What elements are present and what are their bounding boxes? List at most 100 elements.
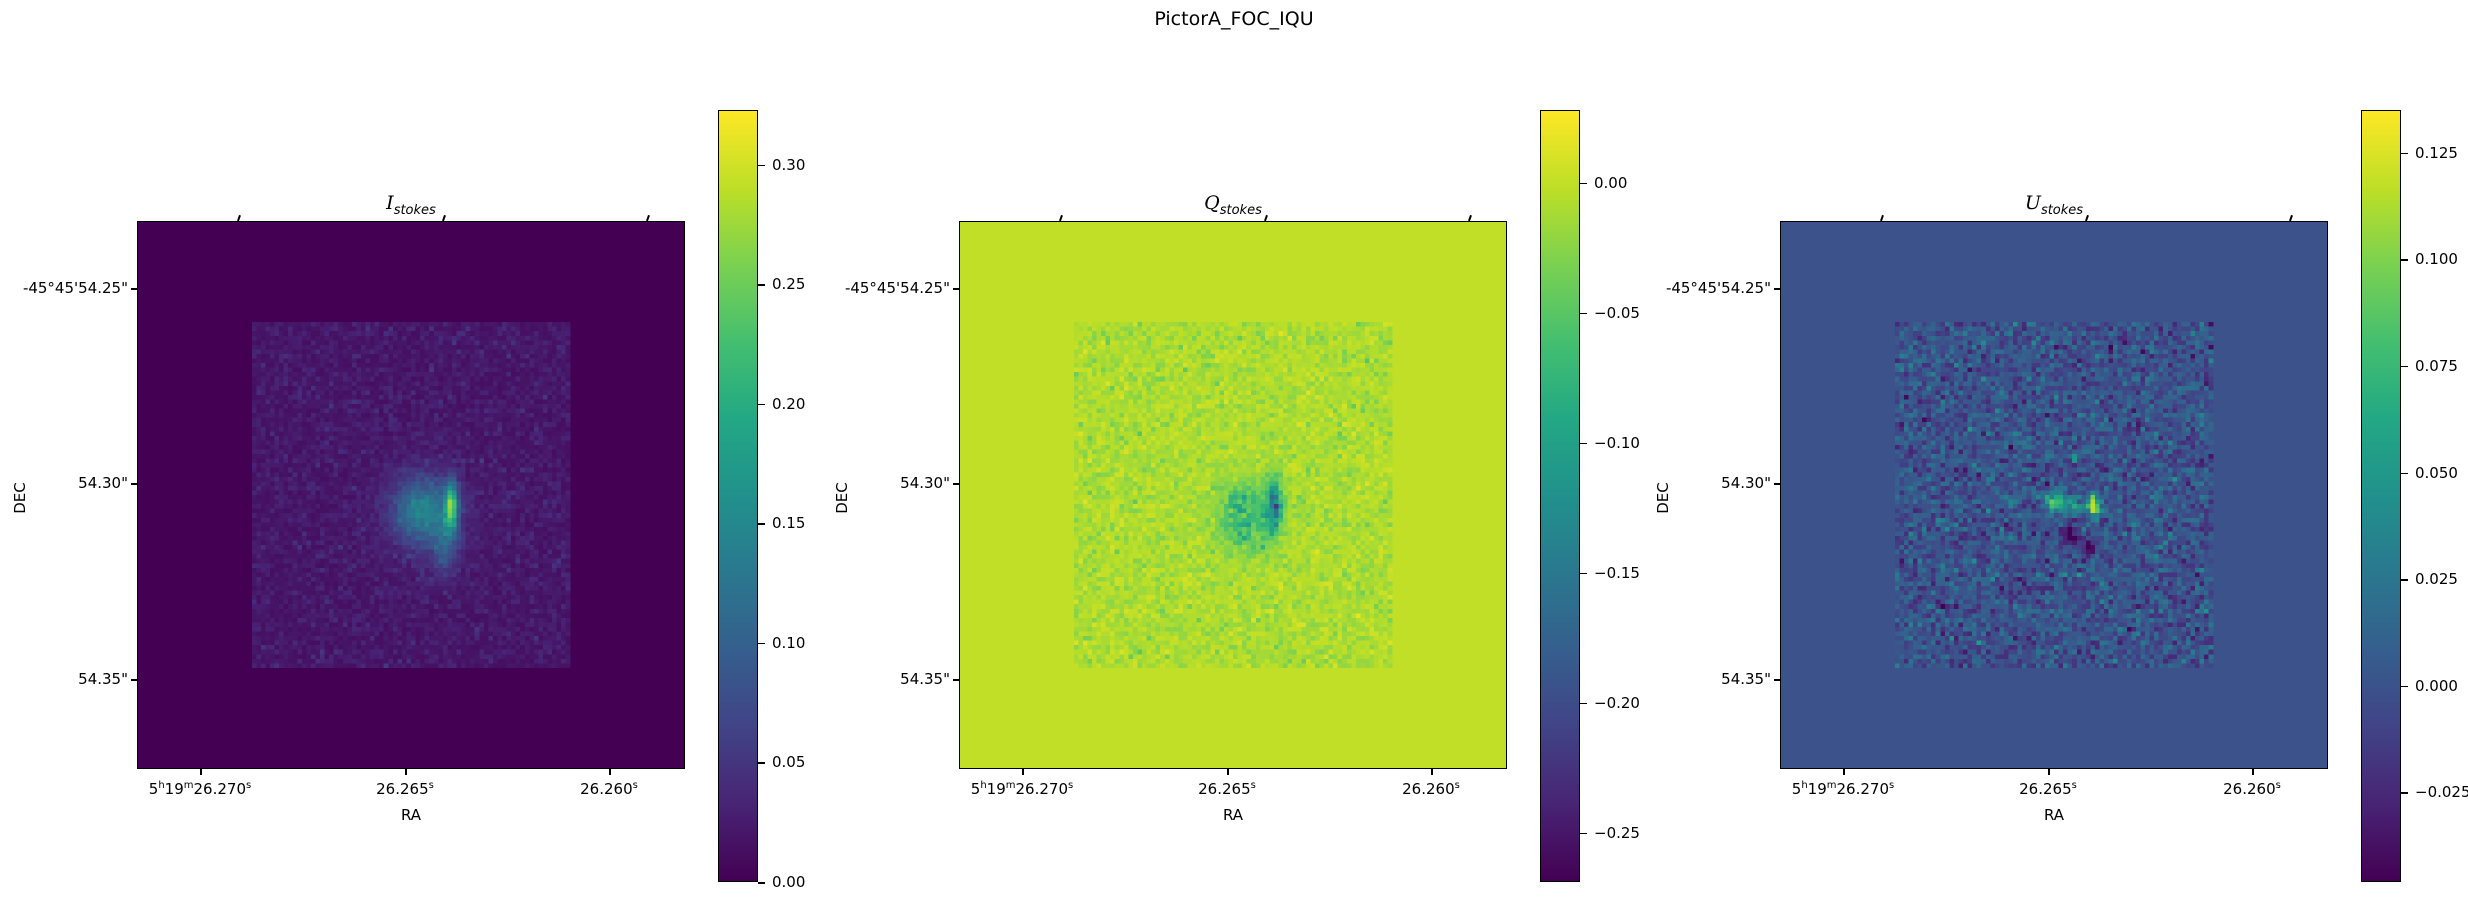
y-tick-label: 54.35" [78,670,128,688]
y-axis-label: DEC [10,482,29,514]
colorbar-tick-mark [1580,832,1587,835]
y-tick-mark [1774,288,1780,290]
x-tick-label: 26.265s [376,780,434,798]
y-tick-label: -45°45'54.25" [844,279,950,297]
colorbar-tick-label: 0.050 [2415,463,2458,482]
colorbar-tick-label: −0.20 [1594,693,1640,712]
x-tick-mark [609,769,611,775]
x-axis-label: RA [2043,806,2065,824]
colorbar-tick-label: −0.10 [1594,433,1640,452]
colorbar-tick-mark [1580,182,1587,185]
colorbar [2361,110,2401,882]
colorbar-tick-label: 0.00 [1594,173,1628,192]
colorbar-tick-mark [758,403,765,406]
y-tick-mark [1774,483,1780,485]
x-tick-label: 26.260s [1402,780,1460,798]
colorbar-tick-label: 0.000 [2415,676,2458,695]
y-tick-label: -45°45'54.25" [22,279,128,297]
panel-u-stokes: Ustokes -45°45'54.25" 54.30" 54.35" 5h19m26.… [1643,0,2468,898]
y-tick-label: -45°45'54.25" [1665,279,1771,297]
colorbar-tick-mark [758,284,765,286]
heatmap-image [138,222,684,768]
title-symbol: U [2024,192,2041,214]
colorbar-tick-mark [758,882,765,884]
title-subscript: stokes [2040,202,2084,218]
x-tick-mark [2252,769,2254,775]
colorbar-tick-mark [1580,702,1587,705]
colorbar-tick-mark [2401,365,2408,368]
colorbar-tick-label: −0.25 [1594,823,1640,842]
title-subscript: stokes [393,202,436,218]
heatmap-image [1781,222,2327,768]
colorbar-gradient [1541,111,1579,881]
colorbar-tick-mark [2401,792,2408,794]
y-tick-mark [953,288,959,290]
x-tick-label: 26.265s [1198,780,1256,798]
colorbar-tick-label: 0.20 [772,394,806,413]
colorbar-gradient [719,111,757,881]
colorbar-tick-label: 0.00 [772,873,806,891]
y-axis-label: DEC [1653,482,1672,514]
y-tick-label: 54.35" [1721,670,1771,688]
x-tick-mark [1227,769,1229,775]
x-tick-label: 26.265s [2019,780,2077,798]
x-tick-mark [405,769,407,775]
y-tick-mark [131,288,137,290]
colorbar-tick-label: 0.100 [2415,250,2458,269]
image-axes [1780,221,2328,769]
panel-title: Ustokes [1780,192,2328,218]
x-axis-label: RA [400,806,422,824]
colorbar-tick-label: 0.025 [2415,570,2458,589]
title-symbol: I [386,192,394,214]
colorbar-tick-mark [2401,152,2408,155]
y-tick-label: 54.30" [1721,474,1771,492]
x-tick-label: 5h19m26.270s [1791,780,1895,798]
colorbar-tick-label: 0.125 [2415,143,2458,162]
x-tick-label: 5h19m26.270s [148,780,252,798]
colorbar-tick-label: 0.25 [772,275,806,294]
x-tick-mark [1431,769,1433,775]
x-axis-label: RA [1222,806,1244,824]
colorbar-tick-label: 0.10 [772,633,806,652]
colorbar-tick-label: −0.15 [1594,563,1640,582]
colorbar-tick-mark [1580,572,1587,575]
y-tick-mark [131,483,137,485]
panel-title: Qstokes [959,192,1507,218]
y-tick-mark [953,483,959,485]
colorbar-tick-label: 0.05 [772,753,806,772]
colorbar [1540,110,1580,882]
image-axes [959,221,1507,769]
colorbar-tick-label: −0.05 [1594,303,1640,322]
colorbar-tick-mark [758,642,765,645]
y-tick-mark [953,679,959,681]
image-axes [137,221,685,769]
colorbar-tick-label: −0.025 [2415,783,2468,802]
panel-q-stokes: Qstokes -45°45'54.25" 54.30" 54.35" 5h19m26.… [822,0,1644,898]
x-tick-label: 5h19m26.270s [970,780,1074,798]
title-symbol: Q [1204,192,1220,214]
colorbar-tick-mark [1580,442,1587,445]
colorbar-tick-label: 0.15 [772,514,806,533]
colorbar-tick-mark [758,523,765,525]
x-tick-mark [2048,769,2050,775]
colorbar-tick-label: 0.30 [772,155,806,174]
colorbar-gradient [2362,111,2400,881]
colorbar-tick-mark [758,164,765,167]
heatmap-image [960,222,1506,768]
panel-i-stokes: Istokes -45°45'54.25" 54.30" 54.35" 5h19m26.… [0,0,822,898]
y-tick-label: 54.30" [900,474,950,492]
colorbar-tick-mark [758,762,765,764]
x-tick-mark [200,769,202,775]
colorbar-tick-mark [2401,472,2408,475]
colorbar-tick-mark [2401,579,2408,581]
figure-title: PictorA_FOC_IQU [1154,8,1314,30]
colorbar-tick-mark [1580,312,1587,315]
y-tick-mark [131,679,137,681]
x-tick-label: 26.260s [2223,780,2281,798]
x-tick-mark [1022,769,1024,775]
x-tick-mark [1843,769,1845,775]
colorbar-tick-label: 0.075 [2415,356,2458,375]
panel-title: Istokes [137,192,685,218]
y-tick-mark [1774,679,1780,681]
title-subscript: stokes [1219,202,1262,218]
